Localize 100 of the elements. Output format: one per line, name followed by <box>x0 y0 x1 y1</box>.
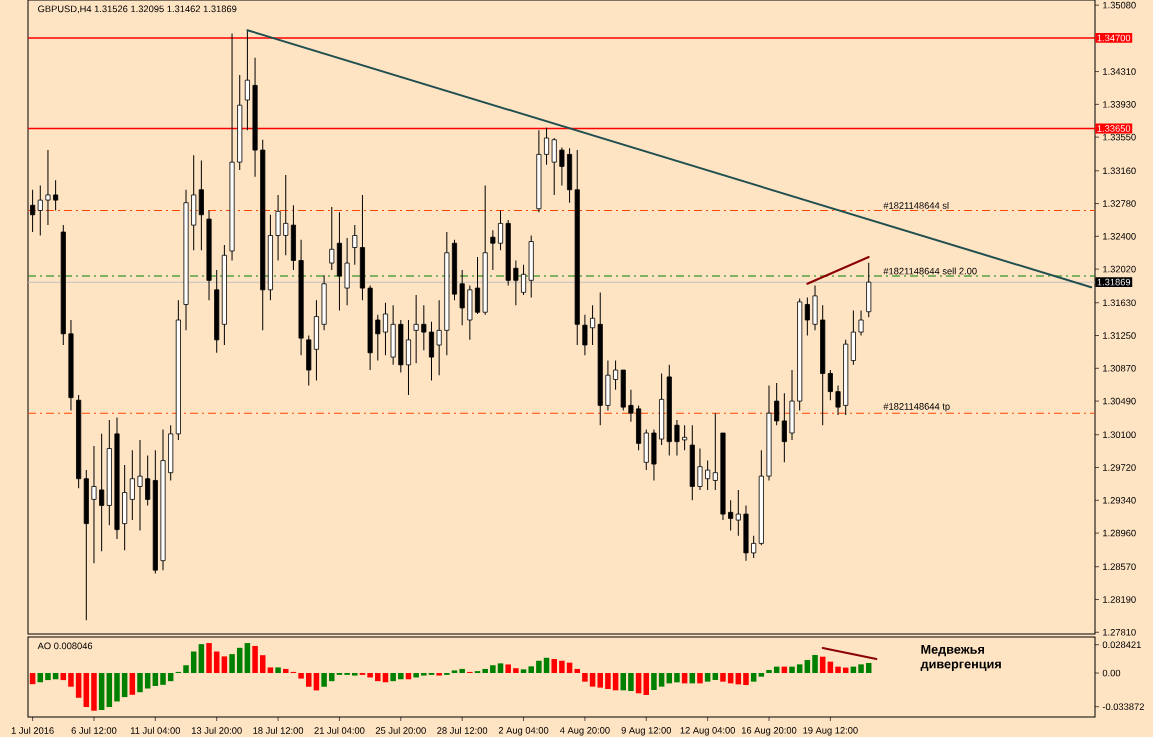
y-tick-label: 0.00 <box>1102 669 1121 677</box>
candlestick <box>382 302 389 356</box>
y-tick-label: 1.29720 <box>1103 464 1136 471</box>
y-tick-label: 1.32020 <box>1103 265 1136 273</box>
bar <box>244 643 251 673</box>
y-tick-label: 1.34310 <box>1103 68 1136 75</box>
candlestick <box>682 424 688 451</box>
bar <box>559 660 565 673</box>
candlestick <box>804 297 810 337</box>
candlestick <box>628 389 634 423</box>
ref-line-label: 1.33650 <box>1097 125 1131 132</box>
y-tick-label: 1.30490 <box>1103 397 1136 405</box>
bar <box>390 673 396 682</box>
bar <box>367 673 373 678</box>
bar <box>121 673 128 698</box>
bar <box>835 666 841 673</box>
ref-line-label: 1.34700 <box>1097 34 1131 42</box>
bar <box>513 668 519 673</box>
bar <box>674 673 680 683</box>
bar <box>766 670 772 673</box>
bar <box>758 673 765 677</box>
x-tick-label: 25 Jul 20:00 <box>375 727 426 734</box>
bar <box>352 673 358 676</box>
candlestick <box>774 382 780 426</box>
bar <box>482 668 488 673</box>
bar <box>551 658 557 673</box>
x-tick-label: 19 Aug 12:00 <box>803 727 858 736</box>
candlestick <box>674 419 680 456</box>
bar <box>505 664 511 673</box>
y-tick-label: 1.33930 <box>1103 101 1136 108</box>
candlestick <box>137 439 143 531</box>
candlestick <box>835 385 841 416</box>
bar <box>275 667 281 673</box>
candlestick <box>497 209 504 251</box>
bar <box>490 665 496 673</box>
candlestick <box>559 146 565 186</box>
ref-line-label: 1.31869 <box>1097 278 1131 286</box>
bar <box>620 673 627 691</box>
bar <box>305 673 312 687</box>
bar <box>60 673 67 681</box>
ref-line-label: #1821148644 sell 2.00 <box>883 267 977 275</box>
bar <box>720 673 726 682</box>
candlestick <box>613 360 619 391</box>
y-tick-label: 1.33550 <box>1103 133 1136 141</box>
y-tick-label: 1.27810 <box>1103 628 1136 636</box>
y-tick-label: 1.28960 <box>1103 529 1136 537</box>
bar <box>298 673 304 679</box>
bar <box>68 673 74 687</box>
y-tick-label: 1.32780 <box>1103 200 1136 207</box>
bar <box>91 673 97 711</box>
y-tick-label: 1.35080 <box>1103 1 1136 9</box>
bar <box>206 643 212 673</box>
bar <box>282 668 289 673</box>
bar <box>451 670 458 673</box>
candlestick <box>129 449 135 521</box>
bar <box>137 673 143 693</box>
bar <box>651 673 657 691</box>
candlestick <box>37 184 43 236</box>
candlestick <box>513 259 519 306</box>
x-tick-label: 28 Jul 12:00 <box>437 727 488 734</box>
bar <box>528 666 534 673</box>
x-tick-label: 1 Jul 2016 <box>11 727 54 734</box>
y-tick-label: 1.33160 <box>1103 167 1136 175</box>
bar <box>796 664 803 673</box>
bar <box>804 659 811 673</box>
text: GBPUSD,H4 1.31526 1.32095 1.31462 1.31869 <box>38 5 237 14</box>
x-tick-label: 11 Jul 04:00 <box>130 727 181 734</box>
ref-line-label: #1821148644 tp <box>883 403 950 412</box>
candlestick <box>421 304 427 351</box>
candlestick <box>91 445 97 564</box>
x-tick-label: 6 Jul 12:00 <box>71 727 117 734</box>
y-tick-label: 1.31250 <box>1103 332 1136 339</box>
bar <box>183 665 189 673</box>
x-tick-label: 21 Jul 04:00 <box>314 727 365 734</box>
candlestick <box>858 310 864 337</box>
bar <box>574 668 580 673</box>
bar <box>421 673 427 676</box>
x-tick-label: 4 Aug 20:00 <box>559 727 610 736</box>
candlestick <box>145 454 151 506</box>
bar <box>221 656 228 673</box>
bar <box>267 667 274 673</box>
bar <box>160 673 166 685</box>
bar <box>589 673 596 687</box>
candlestick <box>712 412 718 491</box>
y-tick-label: 1.30100 <box>1103 431 1136 439</box>
y-tick-label: 1.29340 <box>1103 496 1136 504</box>
annotation: Медвежья дивергенция <box>920 644 1001 671</box>
y-tick-label: 1.31630 <box>1103 299 1136 307</box>
ref-line-label: #1821148644 sl <box>883 202 949 209</box>
candlestick <box>728 499 734 531</box>
y-tick-label: 1.28190 <box>1103 596 1136 603</box>
y-tick-label: 0.028421 <box>1102 641 1141 649</box>
bar <box>114 673 120 702</box>
candlestick <box>751 535 757 559</box>
bar <box>375 673 381 682</box>
candlestick <box>53 179 59 211</box>
bar <box>704 673 711 682</box>
x-tick-label: 12 Aug 04:00 <box>680 727 736 736</box>
candlestick <box>436 299 442 376</box>
candlestick <box>735 489 741 537</box>
